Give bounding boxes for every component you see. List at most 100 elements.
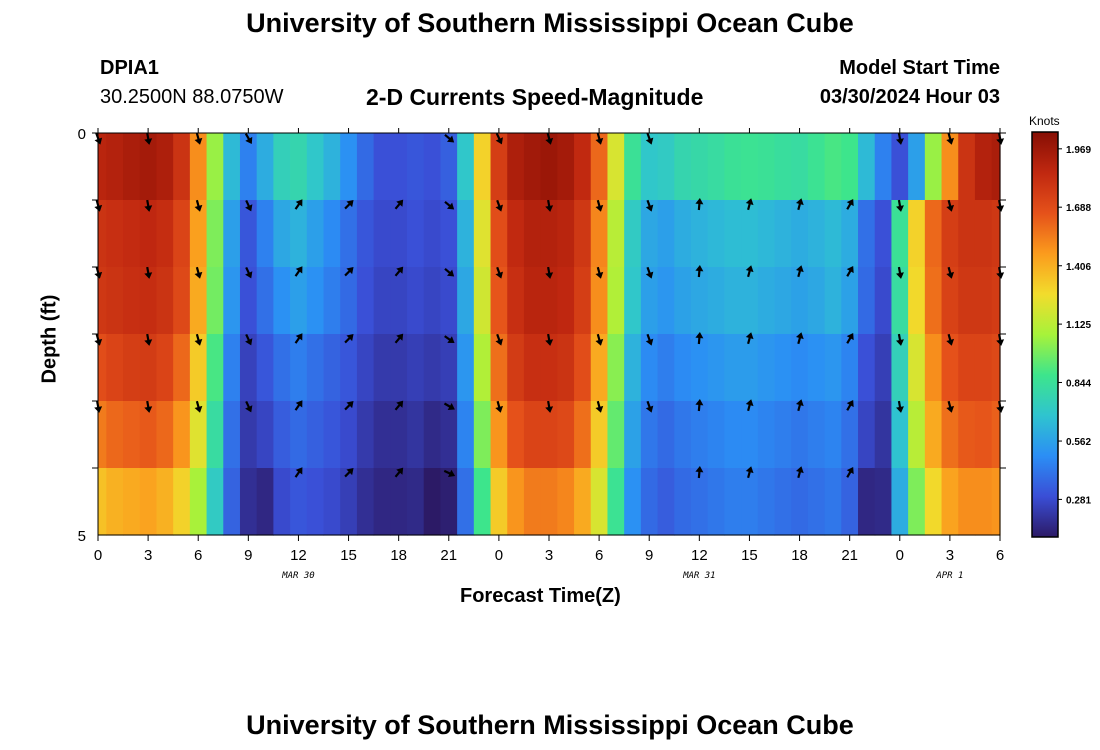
heatmap-cell [891, 133, 909, 201]
current-vector-arrow [545, 333, 554, 346]
heatmap-cell [473, 267, 492, 335]
heatmap-cell [407, 267, 425, 335]
current-vector-arrow [545, 199, 554, 212]
current-vector-arrow [444, 267, 455, 277]
heatmap-cell [273, 200, 291, 268]
x-tick-label: 0 [94, 547, 102, 564]
heatmap-cell [590, 468, 609, 536]
heatmap-cell [189, 468, 208, 536]
heatmap-cell [340, 200, 358, 268]
heatmap-cell [173, 334, 191, 402]
heatmap-cell [223, 267, 241, 335]
current-vector-arrow [344, 468, 354, 478]
x-tick-label: 0 [495, 547, 503, 564]
heatmap-cell [674, 200, 692, 268]
heatmap-cell [607, 334, 625, 402]
heatmap-cell [774, 200, 792, 268]
heatmap-cell [306, 133, 325, 201]
current-vector-arrow [846, 399, 854, 411]
x-tick-label: 9 [244, 547, 252, 564]
colorbar-tick-label: 0.562 [1066, 437, 1091, 448]
heatmap-cell [757, 133, 776, 201]
heatmap-cell [523, 200, 542, 268]
heatmap-cell [891, 334, 909, 402]
heatmap-cell [958, 334, 976, 402]
heatmap-cell [807, 267, 826, 335]
heatmap-cell [757, 401, 776, 469]
heatmap-cell [891, 267, 909, 335]
heatmap-cell [724, 468, 742, 536]
heatmap-cell [941, 401, 959, 469]
current-vector-arrow [444, 335, 455, 344]
current-vector-arrow [394, 467, 404, 478]
heatmap-cell [724, 334, 742, 402]
heatmap-cell [373, 133, 391, 201]
heatmap-cell [239, 267, 258, 335]
y-tick-label: 0 [78, 126, 86, 143]
heatmap-cell [106, 401, 124, 469]
current-vector-arrow [444, 133, 455, 143]
current-vector-arrow [846, 466, 854, 478]
heatmap-cell [707, 133, 725, 201]
heatmap-cell [574, 267, 592, 335]
heatmap-cell [490, 468, 508, 536]
heatmap-cell [523, 401, 542, 469]
x-tick-label: 12 [290, 547, 307, 564]
current-vector-arrow [245, 401, 253, 413]
heatmap-cell [206, 267, 224, 335]
heatmap-cell [908, 334, 926, 402]
heatmap-cell [457, 468, 475, 536]
x-tick-label: 3 [946, 547, 954, 564]
current-vector-arrow [996, 132, 1005, 145]
heatmap-cell [540, 334, 558, 402]
heatmap-cell [540, 401, 558, 469]
heatmap-cell [824, 133, 842, 201]
current-vector-arrow [94, 199, 103, 212]
heatmap-cell [991, 468, 1001, 536]
heatmap-cell [323, 468, 341, 536]
heatmap-cell [239, 133, 258, 201]
heatmap-cell [340, 267, 358, 335]
heatmap-cell [523, 267, 542, 335]
x-tick-label: 12 [691, 547, 708, 564]
heatmap-cell [173, 200, 191, 268]
heatmap-cell [674, 133, 692, 201]
heatmap-cell [774, 267, 792, 335]
heatmap-cell [607, 133, 625, 201]
current-vector-arrow [795, 332, 804, 345]
heatmap-cell [908, 200, 926, 268]
heatmap-cell [724, 133, 742, 201]
current-vector-arrow [495, 333, 504, 346]
heatmap-cell [156, 468, 174, 536]
heatmap-cell [373, 267, 391, 335]
model-start-value: 03/30/2024 Hour 03 [819, 86, 1000, 108]
heatmap-cell [256, 200, 274, 268]
plot-title: 2-D Currents Speed-Magnitude [366, 84, 704, 110]
current-vector-arrow [245, 200, 253, 212]
heatmap-cell [98, 200, 107, 268]
heatmap-cell [490, 133, 508, 201]
current-vector-arrow [394, 266, 404, 277]
heatmap-cell [858, 468, 876, 536]
x-tick-label: 18 [791, 547, 808, 564]
current-vector-arrow [996, 400, 1005, 413]
heatmap-cell [306, 200, 325, 268]
heatmap-cell [640, 133, 659, 201]
heatmap-cell [223, 133, 241, 201]
heatmap-cell [607, 267, 625, 335]
heatmap-cell [323, 133, 341, 201]
heatmap-cell [791, 267, 809, 335]
heatmap-cell [323, 334, 341, 402]
heatmap-cell [707, 334, 725, 402]
heatmap-cell [924, 468, 943, 536]
heatmap-cell [690, 200, 709, 268]
heatmap-cell [507, 401, 525, 469]
heatmap-cell [690, 133, 709, 201]
colorbar-tick-label: 0.281 [1066, 495, 1091, 506]
heatmap-cell [189, 334, 208, 402]
heatmap-cell [106, 133, 124, 201]
heatmap-cell [824, 334, 842, 402]
heatmap-cell [557, 334, 575, 402]
current-vector-arrow [545, 132, 554, 145]
heatmap-cell [924, 401, 943, 469]
